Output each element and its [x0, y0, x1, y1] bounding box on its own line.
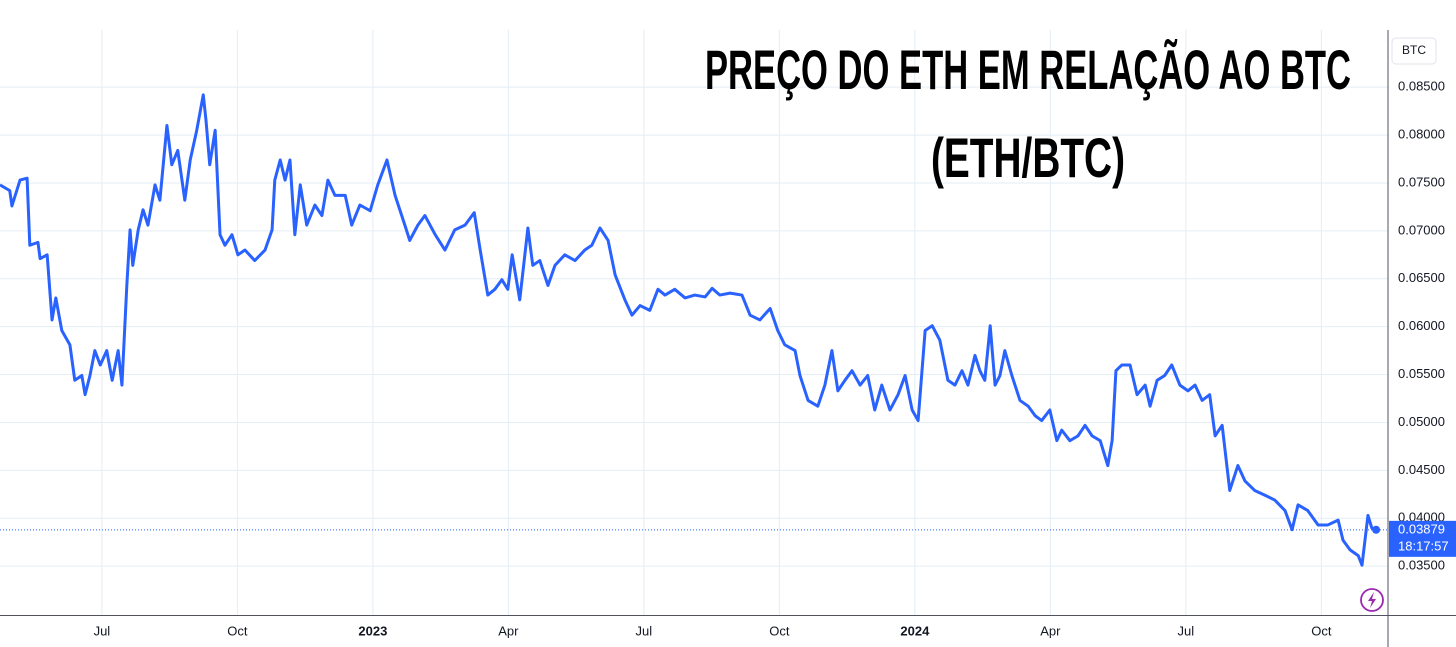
chart-title: PREÇO DO ETH EM RELAÇÃO AO BTC — [705, 38, 1351, 101]
x-tick-label: Jul — [636, 623, 653, 638]
grid — [0, 30, 1388, 615]
price-line — [0, 93, 1377, 567]
x-tick-label: Apr — [1040, 623, 1061, 638]
last-price-label: 0.03879 — [1398, 521, 1445, 536]
x-tick-label: Oct — [227, 623, 248, 638]
unit-label: BTC — [1402, 43, 1426, 57]
y-tick-label: 0.08000 — [1398, 127, 1445, 142]
x-tick-label: Jul — [1178, 623, 1195, 638]
plot — [0, 93, 1388, 567]
y-tick-label: 0.07500 — [1398, 174, 1445, 189]
y-tick-label: 0.06500 — [1398, 270, 1445, 285]
alert-icon[interactable] — [1360, 588, 1384, 612]
last-price-tag — [1389, 520, 1456, 557]
x-tick-label: Jul — [94, 623, 111, 638]
y-tick-label: 0.08500 — [1398, 79, 1445, 94]
x-tick-label: Oct — [1311, 623, 1332, 638]
x-tick-label: Apr — [498, 623, 519, 638]
y-tick-label: 0.04500 — [1398, 462, 1445, 477]
countdown-label: 18:17:57 — [1398, 538, 1449, 553]
y-tick-label: 0.07000 — [1398, 222, 1445, 237]
y-tick-label: 0.05000 — [1398, 414, 1445, 429]
chart-subtitle: (ETH/BTC) — [931, 126, 1125, 189]
unit-box — [1391, 37, 1437, 65]
last-point — [1372, 525, 1381, 534]
y-tick-label: 0.03500 — [1398, 558, 1445, 573]
x-tick-label: Oct — [769, 623, 790, 638]
y-tick-label: 0.05500 — [1398, 366, 1445, 381]
y-tick-label: 0.06000 — [1398, 318, 1445, 333]
x-tick-label: 2023 — [358, 623, 387, 638]
x-tick-label: 2024 — [900, 623, 930, 638]
